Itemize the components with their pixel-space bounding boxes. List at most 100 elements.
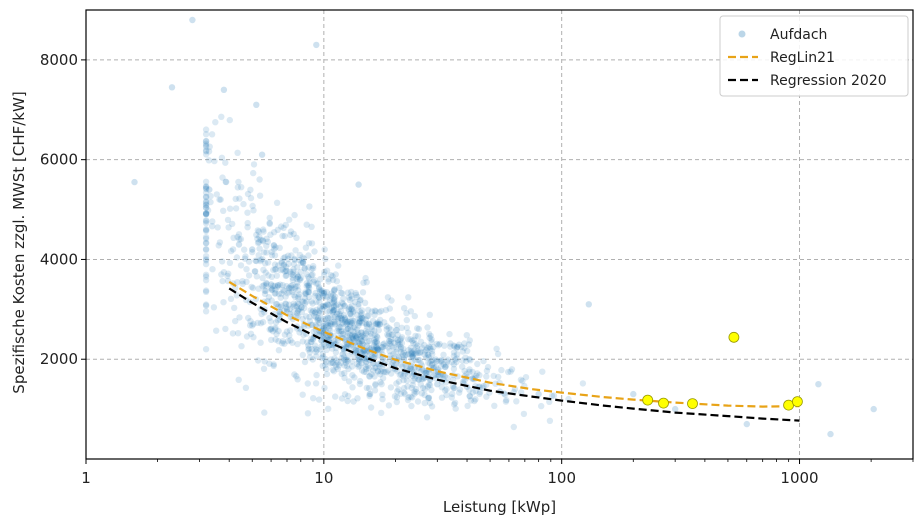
scatter-point (330, 287, 338, 294)
scatter-point (346, 321, 353, 328)
scatter-point (213, 327, 220, 334)
scatter-point (248, 283, 255, 291)
scatter-point (353, 360, 361, 368)
scatter-point (313, 298, 320, 306)
scatter-point (285, 288, 293, 295)
scatter-point (202, 210, 210, 218)
scatter-point (202, 131, 210, 138)
highlight-point (658, 397, 669, 409)
scatter-point (366, 373, 373, 380)
scatter-point (321, 384, 328, 392)
scatter-point (330, 339, 337, 346)
scatter-point (302, 289, 309, 296)
scatter-point (630, 390, 637, 398)
scatter-point (386, 337, 393, 345)
scatter-point (309, 356, 316, 363)
scatter-point (419, 384, 427, 392)
scatter-point (285, 252, 292, 259)
scatter-point (324, 334, 331, 341)
scatter-point (232, 205, 240, 212)
scatter-point (209, 223, 216, 230)
scatter-point (335, 325, 342, 332)
scatter-point (426, 399, 434, 407)
scatter-point (433, 358, 440, 365)
scatter-point (323, 346, 330, 354)
scatter-point (302, 244, 310, 251)
scatter-point (422, 347, 430, 354)
scatter-point (428, 338, 435, 346)
scatter-point (267, 326, 275, 333)
scatter-point (344, 325, 351, 333)
scatter-point (393, 321, 401, 329)
scatter-point (318, 287, 326, 295)
scatter-point (361, 357, 368, 364)
scatter-point (413, 388, 420, 396)
scatter-point (324, 314, 331, 321)
scatter-point (319, 303, 326, 310)
scatter-point (450, 342, 457, 349)
scatter-point (259, 282, 266, 290)
scatter-point (302, 290, 309, 298)
scatter-point (371, 364, 378, 371)
scatter-point (467, 397, 475, 404)
scatter-point (346, 331, 354, 339)
scatter-point (327, 356, 335, 363)
scatter-point (222, 325, 229, 333)
scatter-point (358, 310, 365, 317)
scatter-point (272, 326, 279, 333)
scatter-point (238, 343, 245, 350)
scatter-point (329, 276, 337, 284)
scatter-point (374, 345, 382, 353)
scatter-point (288, 252, 295, 259)
scatter-point (442, 363, 449, 371)
scatter-point (454, 343, 461, 351)
scatter-point (279, 232, 286, 240)
scatter-point (344, 332, 351, 340)
scatter-point (277, 266, 284, 274)
scatter-point (259, 318, 267, 326)
scatter-point (310, 278, 317, 285)
scatter-point (366, 337, 373, 345)
scatter-point (343, 321, 350, 328)
scatter-point (268, 286, 276, 293)
scatter-point (331, 286, 338, 293)
scatter-point (320, 288, 328, 295)
scatter-point (283, 272, 290, 279)
scatter-point (358, 338, 366, 345)
scatter-point (355, 322, 362, 329)
scatter-point (226, 116, 233, 124)
scatter-point (401, 352, 409, 359)
scatter-point (218, 154, 226, 161)
scatter-point (209, 218, 216, 225)
scatter-point (332, 361, 339, 369)
scatter-point (344, 397, 351, 405)
scatter-point (449, 390, 456, 398)
y-axis: 2000 4000 6000 8000 (40, 51, 86, 368)
scatter-point (250, 161, 258, 168)
scatter-point (352, 335, 360, 342)
scatter-point (377, 371, 384, 378)
scatter-point (408, 384, 415, 392)
scatter-point (236, 314, 243, 321)
scatter-point (348, 334, 355, 341)
scatter-point (327, 360, 334, 367)
scatter-point (399, 363, 406, 370)
scatter-point (257, 236, 264, 244)
scatter-point (238, 184, 245, 191)
scatter-point (268, 286, 275, 294)
scatter-point (338, 315, 345, 322)
scatter-point (202, 346, 210, 353)
scatter-point (202, 140, 210, 147)
scatter-point (234, 184, 241, 191)
scatter-point (305, 288, 312, 296)
scatter-point (328, 290, 335, 297)
scatter-point (322, 255, 329, 263)
scatter-point (281, 340, 288, 347)
scatter-point (272, 319, 280, 326)
scatter-point (550, 392, 558, 399)
scatter-point (330, 299, 338, 306)
scatter-point (271, 261, 279, 268)
scatter-point (279, 286, 287, 294)
scatter-point (299, 258, 306, 266)
scatter-point (345, 305, 352, 313)
